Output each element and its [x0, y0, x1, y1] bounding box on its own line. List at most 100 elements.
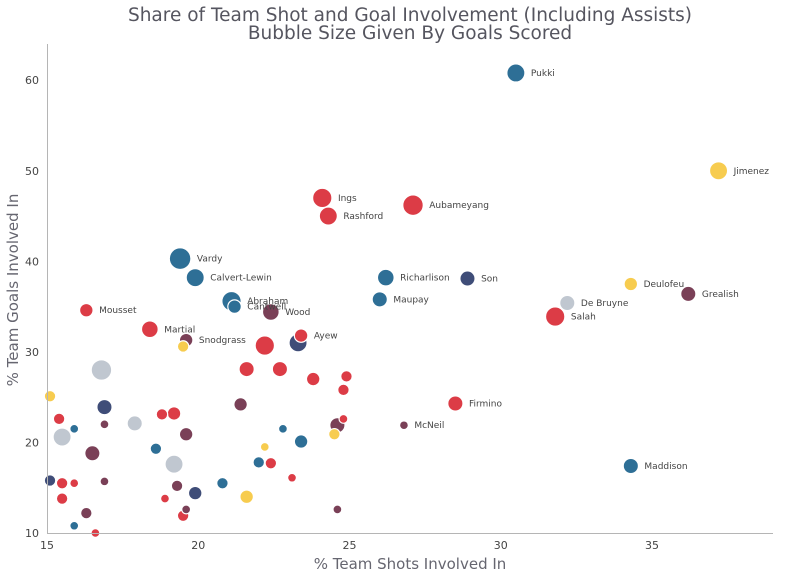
bubble-point	[506, 63, 526, 83]
point-label: Deulofeu	[644, 280, 685, 290]
bubble-point	[187, 485, 203, 501]
bubble-point	[340, 370, 353, 383]
bubble-point	[318, 206, 338, 226]
bubble-point	[264, 456, 278, 470]
bubble-point	[328, 427, 341, 441]
point-label: Mousset	[99, 306, 137, 316]
bubble-point	[55, 492, 69, 505]
bubble-point	[99, 419, 110, 430]
bubble-point	[259, 441, 270, 452]
point-label: Wood	[285, 308, 310, 318]
bubble-point	[52, 427, 72, 447]
x-tick-label: 20	[191, 539, 205, 552]
bubble-point	[544, 306, 566, 327]
point-label: Aubameyang	[429, 201, 489, 211]
bubble-point	[287, 472, 298, 483]
bubble-point	[126, 415, 143, 432]
point-label: De Bruyne	[581, 299, 629, 309]
point-label: Vardy	[197, 255, 223, 265]
bubble-point	[398, 420, 409, 431]
x-tick-label: 25	[343, 539, 357, 552]
bubble-point	[252, 456, 266, 469]
point-label: Grealish	[702, 290, 739, 300]
bubble-point	[181, 504, 192, 515]
point-label: Ayew	[314, 332, 338, 342]
bubble-point	[166, 406, 182, 421]
point-label: Richarlison	[400, 274, 450, 284]
bubble-point	[680, 285, 697, 303]
point-label: Maddison	[644, 462, 687, 472]
chart-title: Share of Team Shot and Goal Involvement …	[128, 5, 692, 26]
bubble-point	[312, 187, 333, 209]
bubble-point	[185, 267, 205, 288]
point-label: Maupay	[393, 295, 429, 305]
point-label: Jimenez	[733, 167, 770, 177]
bubble-point	[164, 454, 184, 474]
bubble-point	[69, 423, 80, 434]
bubble-point	[155, 408, 169, 421]
bubble-point	[69, 478, 80, 489]
bubble-point	[238, 360, 255, 378]
bubble-point	[176, 340, 190, 353]
bubble-point	[622, 457, 640, 475]
point-label: Rashford	[343, 212, 383, 222]
point-label: Pukki	[531, 69, 555, 79]
bubble-point	[90, 359, 113, 381]
bubble-point	[159, 493, 170, 504]
point-label: Ings	[338, 194, 357, 204]
y-tick-label: 20	[25, 436, 39, 449]
y-tick-label: 10	[25, 527, 39, 540]
bubble-point	[96, 398, 113, 416]
bubble-point	[168, 247, 192, 271]
bubble-layer	[43, 63, 729, 538]
bubble-point	[402, 194, 424, 217]
bubble-point	[371, 291, 388, 308]
bubble-point	[140, 320, 159, 339]
point-label: Salah	[571, 313, 596, 323]
bubble-point	[261, 303, 280, 321]
bubble-point	[332, 504, 343, 515]
y-tick-label: 60	[25, 74, 39, 87]
bubble-point	[277, 423, 288, 434]
bubble-point	[271, 360, 289, 378]
bubble-point	[99, 476, 110, 487]
bubble-point	[149, 442, 163, 456]
point-label: Calvert-Lewin	[210, 274, 272, 284]
bubble-point	[84, 445, 101, 462]
point-label: Abraham	[247, 297, 288, 307]
bubble-point	[78, 302, 94, 318]
bubble-point	[559, 294, 576, 312]
point-label: McNeil	[414, 421, 444, 431]
point-label: Snodgrass	[199, 336, 246, 346]
bubble-point	[79, 506, 93, 520]
bubble-point	[227, 299, 242, 314]
x-axis-label: % Team Shots Involved In	[314, 555, 507, 573]
bubble-point	[376, 268, 395, 287]
x-tick-label: 35	[645, 539, 659, 552]
x-tick-labels: 15 20 25 30 35	[40, 539, 659, 552]
bubble-point	[43, 474, 57, 487]
point-label: Cantwell	[247, 303, 286, 313]
chart-subtitle: Bubble Size Given By Goals Scored	[248, 23, 572, 44]
bubble-point	[233, 397, 248, 412]
y-axis-label: % Team Goals Involved In	[4, 194, 22, 387]
bubble-point	[52, 412, 66, 426]
x-tick-label: 15	[40, 539, 54, 552]
point-label: Son	[481, 275, 498, 285]
bubble-point	[623, 276, 639, 292]
bubble-point	[337, 383, 350, 397]
bubble-point	[305, 371, 321, 387]
point-label: Firmino	[469, 400, 503, 410]
bubble-point	[216, 476, 229, 490]
bubble-point	[254, 335, 276, 356]
bubble-point	[69, 520, 80, 531]
bubble-point	[178, 426, 194, 442]
y-tick-label: 30	[25, 346, 39, 359]
bubble-point	[43, 389, 57, 403]
bubble-point	[293, 434, 309, 449]
bubble-point	[293, 328, 309, 343]
point-label-layer: Pukki Jimenez Ings Rashford Aubameyang Vardy C…	[99, 69, 769, 472]
y-tick-label: 40	[25, 255, 39, 268]
bubble-point	[170, 479, 184, 493]
